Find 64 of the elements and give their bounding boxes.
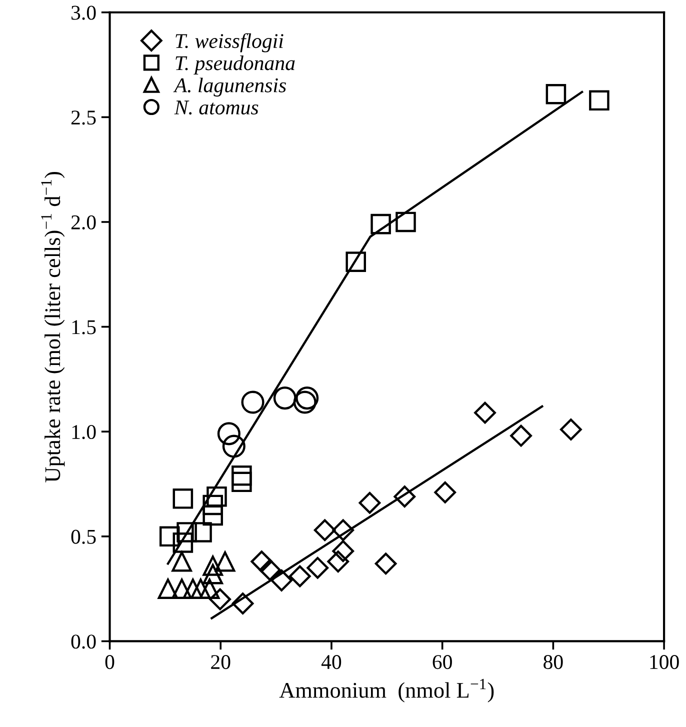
point	[209, 588, 231, 610]
point	[202, 505, 223, 526]
x-tick-label: 60	[432, 655, 452, 670]
legend-label: A. lagunensis	[173, 78, 286, 97]
point	[232, 465, 252, 486]
point	[232, 472, 252, 492]
y-tick-label: 0.5	[71, 530, 96, 544]
x-tick-label: 80	[544, 655, 563, 670]
point	[273, 386, 296, 410]
point	[293, 390, 316, 414]
point	[288, 565, 311, 588]
point	[346, 252, 366, 272]
y-tick-label: 1.0	[72, 424, 96, 440]
point	[172, 488, 194, 509]
point	[474, 402, 496, 424]
point	[370, 214, 391, 234]
y-tick-label: 3.0	[72, 6, 96, 20]
x-tick-label: 20	[211, 655, 230, 670]
y-tick-label: 0.0	[71, 634, 96, 649]
point	[396, 212, 416, 232]
point	[232, 592, 254, 614]
point	[241, 390, 264, 414]
y-tick-label: 2.0	[71, 215, 96, 230]
x-axis-title: Ammonium (nmol L$^{−1}$)	[279, 678, 494, 702]
point	[250, 550, 273, 572]
point	[546, 84, 566, 104]
point	[222, 434, 246, 458]
point	[589, 90, 610, 111]
point	[172, 532, 194, 553]
point	[202, 494, 223, 516]
point	[217, 422, 240, 446]
point	[214, 551, 236, 572]
point	[259, 559, 281, 581]
y-axis-title: Uptake rate (mol (liter cells)$^{−1}$ d$^{−1}$)	[41, 172, 65, 482]
point	[270, 569, 293, 592]
point	[192, 522, 212, 542]
point	[358, 492, 381, 514]
point	[560, 418, 582, 440]
legend-label: T. weissflogii	[176, 33, 284, 52]
point	[327, 550, 350, 572]
point	[296, 386, 319, 410]
legend-label: N. atomus	[174, 100, 258, 115]
x-tick-label: 0	[105, 655, 114, 670]
point	[510, 424, 532, 447]
point	[158, 578, 178, 599]
x-tick-label: 100	[650, 655, 679, 670]
point	[206, 486, 227, 507]
point	[314, 519, 336, 542]
point	[202, 556, 223, 576]
x-tick-label: 40	[321, 655, 342, 670]
point	[172, 578, 192, 599]
legend-label: T. pseudonana	[176, 56, 295, 74]
point	[332, 519, 354, 542]
point	[374, 552, 397, 575]
point	[172, 551, 192, 572]
y-tick-label: 1.5	[72, 320, 96, 334]
point	[332, 540, 354, 562]
point	[202, 564, 223, 584]
point	[176, 522, 197, 542]
point	[306, 556, 329, 579]
point	[394, 486, 416, 508]
point	[159, 526, 180, 547]
y-tick-label: 2.5	[71, 110, 96, 125]
point	[434, 481, 456, 504]
